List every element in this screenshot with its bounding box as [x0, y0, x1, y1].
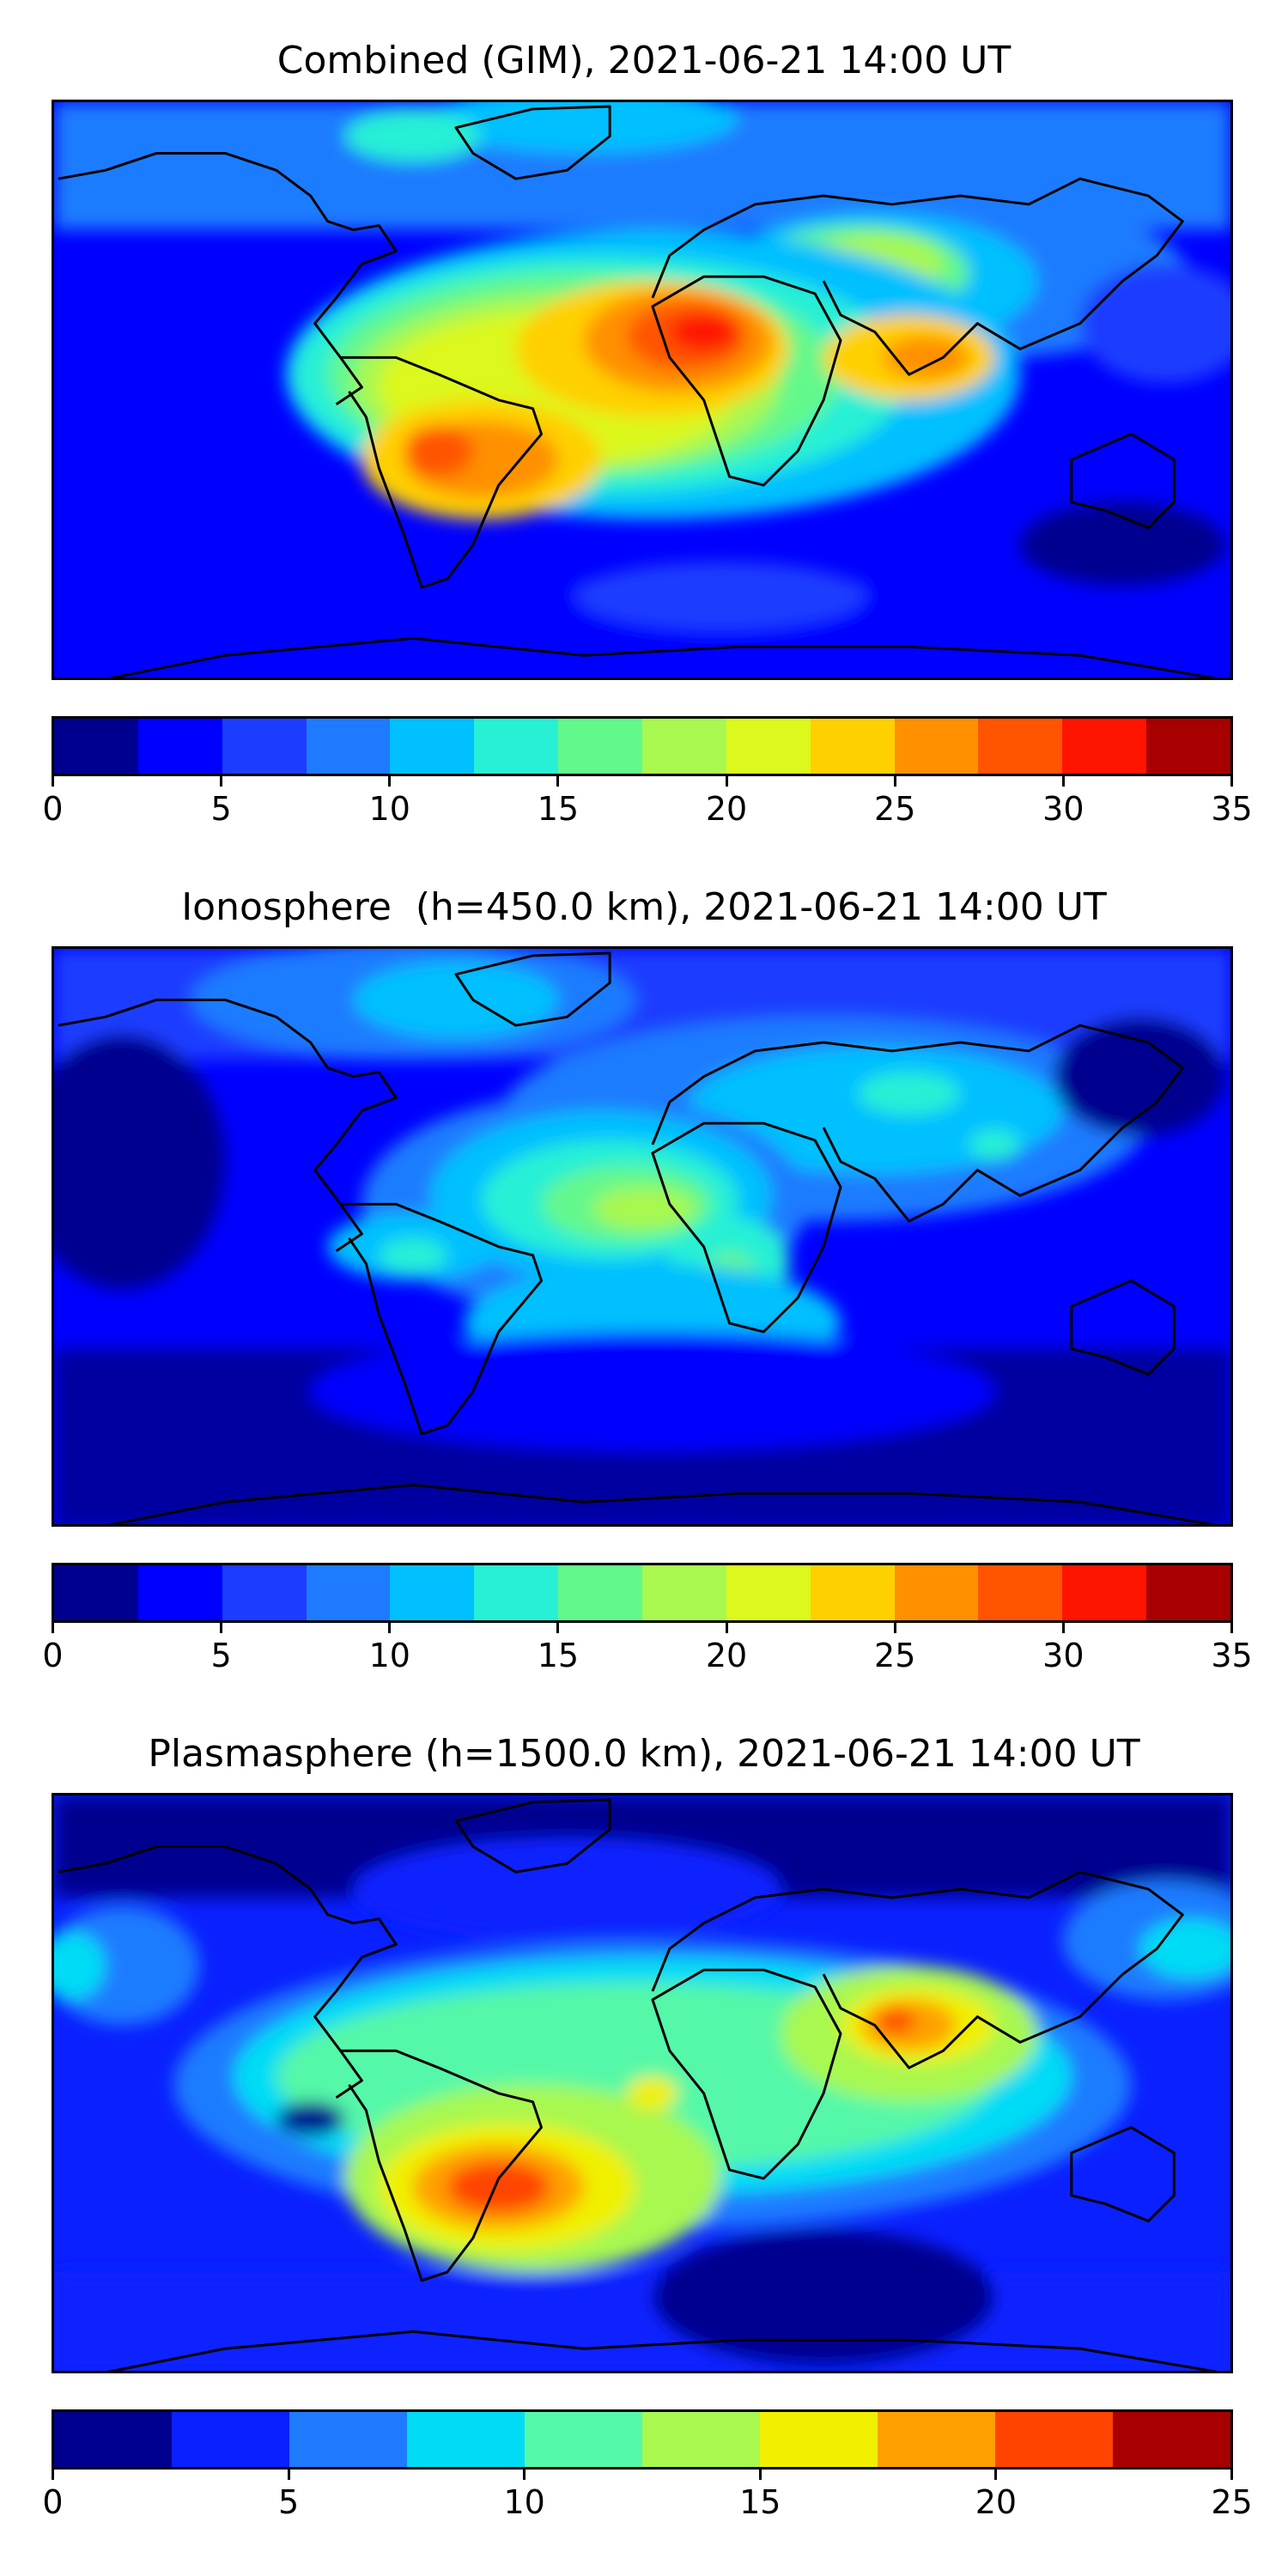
colorbar-tick-label: 30: [1042, 1637, 1084, 1674]
colorbar-tick: [52, 1623, 54, 1633]
colorbar-segment: [390, 719, 475, 774]
colorbar-tick-label: 5: [210, 1637, 232, 1674]
colorbar-tick: [220, 1623, 223, 1633]
colorbar-tick-label: 15: [537, 1637, 580, 1674]
colorbar-segment: [289, 2412, 407, 2467]
colorbar-tick: [1230, 776, 1233, 787]
colorbar-tick: [893, 776, 896, 787]
colorbar-segment: [642, 2412, 760, 2467]
colorbar-segment: [222, 1565, 307, 1620]
ionosphere-colorbar: [52, 1563, 1233, 1623]
colorbar-segment: [978, 719, 1063, 774]
plasmasphere-colorbar: [52, 2409, 1233, 2470]
colorbar-tick: [725, 776, 728, 787]
colorbar-segment: [474, 719, 559, 774]
colorbar-segment: [558, 1565, 643, 1620]
colorbar-segment: [760, 2412, 878, 2467]
colorbar-segment: [1113, 2412, 1230, 2467]
colorbar-tick: [1061, 776, 1065, 787]
colorbar-segment: [894, 719, 979, 774]
colorbar-segment: [810, 1565, 895, 1620]
combined-colorbar: [52, 716, 1233, 776]
colorbar-tick: [758, 2470, 762, 2480]
colorbar-tick-label: 20: [705, 1637, 748, 1674]
ionosphere-panel: Ionosphere (h=450.0 km), 2021-06-21 14:0…: [0, 859, 1288, 1717]
colorbar-segment: [306, 719, 391, 774]
colorbar-tick: [523, 2470, 526, 2480]
colorbar-segment: [54, 719, 138, 774]
colorbar-segment: [995, 2412, 1113, 2467]
colorbar-segment: [54, 2412, 172, 2467]
colorbar-tick: [287, 2470, 290, 2480]
colorbar-segment: [642, 1565, 726, 1620]
colorbar-segment: [1146, 719, 1230, 774]
colorbar-segment: [642, 719, 726, 774]
colorbar-tick-label: 25: [874, 1637, 916, 1674]
colorbar-tick-label: 10: [503, 2483, 545, 2521]
colorbar-tick-label: 0: [42, 790, 64, 828]
colorbar-tick: [52, 776, 54, 787]
colorbar-segment: [726, 719, 811, 774]
ionosphere-map: [52, 946, 1233, 1527]
colorbar-tick-label: 10: [368, 1637, 410, 1674]
combined-map-image: [54, 102, 1230, 677]
plasmasphere-panel: Plasmasphere (h=1500.0 km), 2021-06-21 1…: [0, 1717, 1288, 2576]
colorbar-tick-label: 30: [1042, 790, 1084, 828]
colorbar-tick: [1230, 2470, 1233, 2480]
colorbar-tick: [556, 776, 560, 787]
colorbar-segment: [878, 2412, 995, 2467]
colorbar-tick: [220, 776, 223, 787]
combined-map: [52, 100, 1233, 680]
plasmasphere-map-image: [54, 1795, 1230, 2371]
colorbar-segment: [54, 1565, 138, 1620]
colorbar-segment: [222, 719, 307, 774]
colorbar-tick: [388, 776, 392, 787]
combined-panel: Combined (GIM), 2021-06-21 14:00 UT: [0, 0, 1288, 859]
colorbar-segment: [978, 1565, 1063, 1620]
colorbar-tick-label: 10: [368, 790, 410, 828]
colorbar-tick: [556, 1623, 560, 1633]
colorbar-tick: [388, 1623, 392, 1633]
colorbar-segment: [474, 1565, 559, 1620]
colorbar-tick-label: 0: [42, 1637, 64, 1674]
colorbar-segment: [726, 1565, 811, 1620]
colorbar-segment: [172, 2412, 289, 2467]
plasmasphere-map: [52, 1793, 1233, 2373]
colorbar-tick-label: 25: [874, 790, 916, 828]
colorbar-tick-label: 0: [42, 2483, 64, 2521]
colorbar-segment: [1062, 1565, 1147, 1620]
colorbar-tick-label: 20: [975, 2483, 1018, 2521]
colorbar-segment: [306, 1565, 391, 1620]
colorbar-segment: [407, 2412, 525, 2467]
colorbar-segment: [894, 1565, 979, 1620]
colorbar-tick: [994, 2470, 998, 2480]
colorbar-tick: [725, 1623, 728, 1633]
colorbar-segment: [558, 719, 643, 774]
colorbar-segment: [137, 719, 222, 774]
plasmasphere-title: Plasmasphere (h=1500.0 km), 2021-06-21 1…: [148, 1732, 1140, 1776]
colorbar-segment: [810, 719, 895, 774]
colorbar-tick-label: 25: [1211, 2483, 1253, 2521]
combined-title: Combined (GIM), 2021-06-21 14:00 UT: [276, 39, 1012, 82]
colorbar-segment: [1146, 1565, 1230, 1620]
colorbar-tick: [1061, 1623, 1065, 1633]
colorbar-segment: [137, 1565, 222, 1620]
colorbar-tick-label: 15: [739, 2483, 781, 2521]
colorbar-tick-label: 35: [1211, 790, 1253, 828]
ionosphere-title: Ionosphere (h=450.0 km), 2021-06-21 14:0…: [181, 885, 1107, 929]
colorbar-tick-label: 5: [210, 790, 232, 828]
colorbar-tick-label: 5: [278, 2483, 300, 2521]
ionosphere-map-image: [54, 949, 1230, 1524]
colorbar-tick-label: 20: [705, 790, 748, 828]
colorbar-tick: [52, 2470, 54, 2480]
colorbar-tick-label: 35: [1211, 1637, 1253, 1674]
colorbar-tick: [1230, 1623, 1233, 1633]
colorbar-segment: [525, 2412, 642, 2467]
colorbar-segment: [390, 1565, 475, 1620]
colorbar-segment: [1062, 719, 1147, 774]
colorbar-tick-label: 15: [537, 790, 580, 828]
colorbar-tick: [893, 1623, 896, 1633]
